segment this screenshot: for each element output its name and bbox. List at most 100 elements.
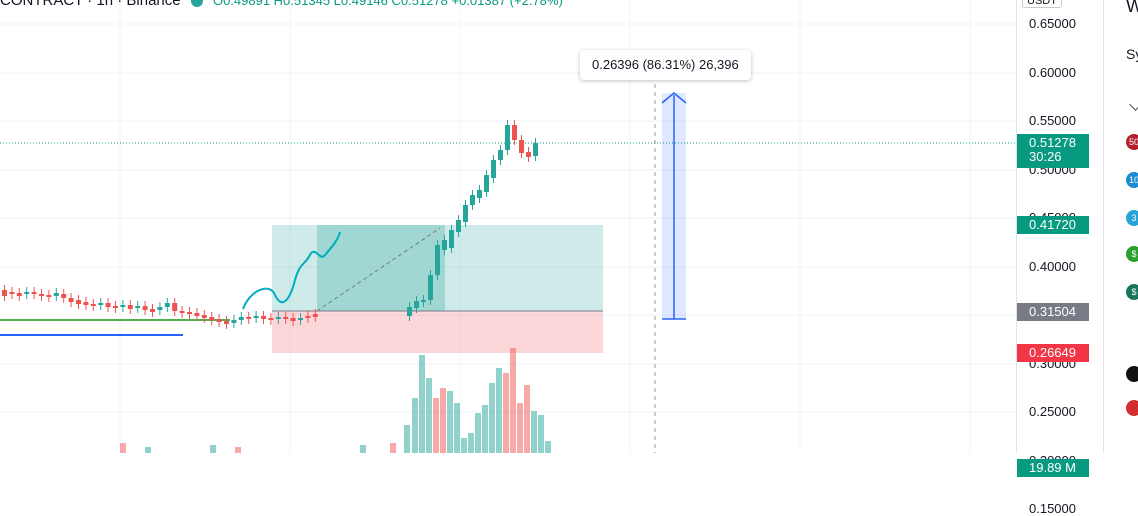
candle-body (505, 125, 510, 150)
candle-body (98, 303, 104, 305)
target-price-label: 0.41720 (1017, 216, 1089, 234)
volume-bar (545, 441, 551, 453)
volume-bar (210, 445, 216, 453)
last-price-label: 0.51278 30:26 (1017, 134, 1089, 168)
candle-body (164, 303, 170, 307)
volume-bar (360, 445, 366, 453)
volume-bar (433, 398, 439, 453)
candle-body (90, 304, 96, 306)
coin-icon-red[interactable] (1126, 400, 1138, 416)
chart-canvas[interactable] (0, 0, 1016, 453)
candle-body (216, 319, 222, 322)
candle-body (238, 317, 244, 320)
chart-area[interactable]: CONTRACT · 1h · Binance O0.49891 H0.5134… (0, 0, 1016, 453)
price-tick: 0.25000 (1029, 404, 1076, 419)
volume-bar (482, 405, 488, 453)
candle-body (298, 318, 303, 320)
price-tick: 0.65000 (1029, 16, 1076, 31)
price-tick: 0.55000 (1029, 113, 1076, 128)
volume-bar (496, 368, 502, 453)
coin-icon-black[interactable] (1126, 366, 1138, 382)
candle-body (179, 311, 185, 313)
stop-price-label: 0.26649 (1017, 344, 1089, 362)
symbol-legend: CONTRACT · 1h · Binance O0.49891 H0.5134… (0, 0, 563, 9)
candle-body (442, 240, 447, 250)
candle-body (456, 220, 461, 232)
candle-body (268, 318, 274, 320)
candle-body (253, 316, 259, 318)
watchlist-header[interactable]: W (1126, 0, 1138, 16)
candle-body (519, 140, 524, 153)
watchlist-chevron-icon[interactable] (1129, 98, 1138, 111)
candle-body (209, 317, 215, 320)
candle-body (484, 175, 489, 192)
coin-icon-blue[interactable]: 3 (1126, 210, 1138, 226)
price-tick: 0.15000 (1029, 501, 1076, 516)
candle-body (275, 317, 281, 319)
candle-body (39, 294, 44, 296)
coin-icon-teal[interactable]: $ (1126, 284, 1138, 300)
volume-bar (524, 385, 530, 453)
volume-bar (120, 443, 126, 453)
coin-icon-green[interactable]: $ (1126, 246, 1138, 262)
currency-selector[interactable]: USDT (1022, 0, 1062, 8)
candle-body (512, 125, 517, 140)
volume-bar (440, 388, 446, 453)
candle-body (76, 300, 81, 304)
volume-bar (468, 433, 474, 453)
candle-body (526, 152, 531, 157)
candle-body (157, 307, 163, 310)
measure-arrow-head (661, 92, 687, 104)
volume-bar (475, 413, 481, 453)
candle-body (120, 305, 126, 307)
watchlist-panel: W Sy 50 10 3 $ $ (1103, 0, 1138, 453)
symbol-title[interactable]: CONTRACT · 1h · Binance (0, 0, 181, 9)
candle-body (246, 317, 252, 319)
candle-body (533, 143, 538, 156)
volume-bar (235, 447, 241, 453)
volume-bar (538, 415, 544, 453)
ohlc-values: O0.49891 H0.51345 L0.49146 C0.51278 +0.0… (212, 0, 563, 8)
candle-body (407, 307, 412, 316)
candle-body (9, 292, 15, 294)
candle-body (428, 275, 433, 300)
candle-body (435, 245, 440, 275)
volume-bar (404, 425, 410, 453)
candle-body (449, 230, 454, 248)
candle-body (498, 150, 503, 160)
price-scale[interactable]: 0.650000.600000.550000.500000.450000.400… (1016, 0, 1104, 516)
candle-body (142, 306, 148, 310)
volume-label: 19.89 M (1017, 459, 1089, 477)
candle-body (135, 306, 141, 308)
candle-body (127, 305, 133, 309)
watchlist-symbol-column[interactable]: Sy (1126, 46, 1138, 62)
volume-bar (531, 411, 537, 453)
candle-body (470, 195, 475, 205)
candle-body (53, 293, 59, 296)
volume-bar (412, 398, 418, 453)
volume-bar (419, 355, 425, 453)
candle-body (24, 292, 30, 294)
position-stop-zone (272, 311, 603, 353)
volume-bar (489, 383, 495, 453)
candle-body (312, 314, 318, 317)
price-tick: 0.40000 (1029, 258, 1076, 274)
candle-body (305, 316, 311, 318)
candle-body (194, 313, 200, 316)
price-tick: 0.60000 (1029, 64, 1076, 80)
candle-body (105, 303, 111, 307)
bar-countdown: 30:26 (1029, 149, 1062, 164)
measure-tooltip: 0.26396 (86.31%) 26,396 (580, 50, 751, 80)
candle-body (61, 294, 67, 298)
candle-body (491, 160, 496, 178)
last-price-value: 0.51278 (1029, 135, 1076, 150)
candle-body (172, 303, 178, 311)
coin-icon-red[interactable]: 50 (1126, 134, 1138, 150)
volume-bar (426, 378, 432, 453)
candle-body (113, 306, 118, 308)
volume-bar (454, 403, 460, 453)
trade-path-line (316, 227, 441, 312)
candle-body (83, 302, 89, 305)
coin-icon-blue[interactable]: 10 (1126, 172, 1138, 188)
volume-bar (517, 403, 523, 453)
